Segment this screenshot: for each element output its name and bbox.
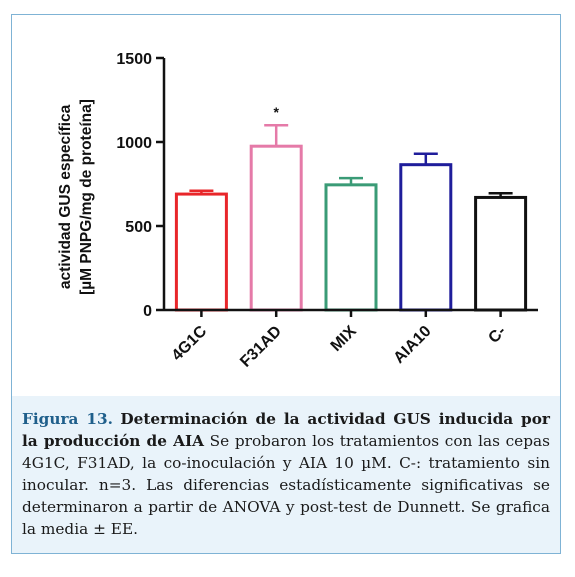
significance-mark: * — [273, 104, 279, 120]
bar — [174, 192, 228, 312]
x-tick-label: F31AD — [237, 323, 285, 371]
y-axis: 0 500 1000 1500 — [116, 51, 166, 320]
caption-figure-label: Figura 13. — [22, 410, 113, 428]
bar — [474, 195, 528, 312]
caption-title: Determinación de la actividad GUS induci… — [22, 410, 550, 450]
bar-chart: 0 500 1000 1500 * 4G1C F31AD MIX AIA10 C- activ… — [57, 51, 538, 371]
y-axis-label-line1: actividad GUS específica — [57, 104, 74, 289]
x-tick-label: 4G1C — [169, 322, 211, 364]
chart-panel: 0 500 1000 1500 * 4G1C F31AD MIX AIA10 C- activ… — [12, 15, 560, 396]
y-tick-label: 1500 — [116, 51, 152, 68]
x-axis: 4G1C F31AD MIX AIA10 C- — [164, 308, 538, 371]
y-tick-label: 500 — [125, 219, 152, 236]
y-tick-label: 1000 — [116, 135, 152, 152]
x-tick-label: MIX — [328, 323, 360, 355]
figure-frame: 0 500 1000 1500 * 4G1C F31AD MIX AIA10 C- activ… — [11, 14, 561, 554]
caption-body: Se probaron los tratamientos con las cep… — [22, 432, 550, 538]
bar — [249, 144, 303, 312]
bar — [324, 183, 378, 312]
x-tick-label: C- — [485, 323, 509, 347]
bars: * — [174, 104, 528, 312]
figure-caption: Figura 13. Determinación de la actividad… — [12, 396, 560, 553]
x-tick-label: AIA10 — [391, 323, 435, 367]
bar — [399, 163, 453, 312]
y-tick-label: 0 — [143, 303, 152, 320]
y-axis-label-line2: [µM PNPG/mg de proteína] — [78, 99, 95, 295]
